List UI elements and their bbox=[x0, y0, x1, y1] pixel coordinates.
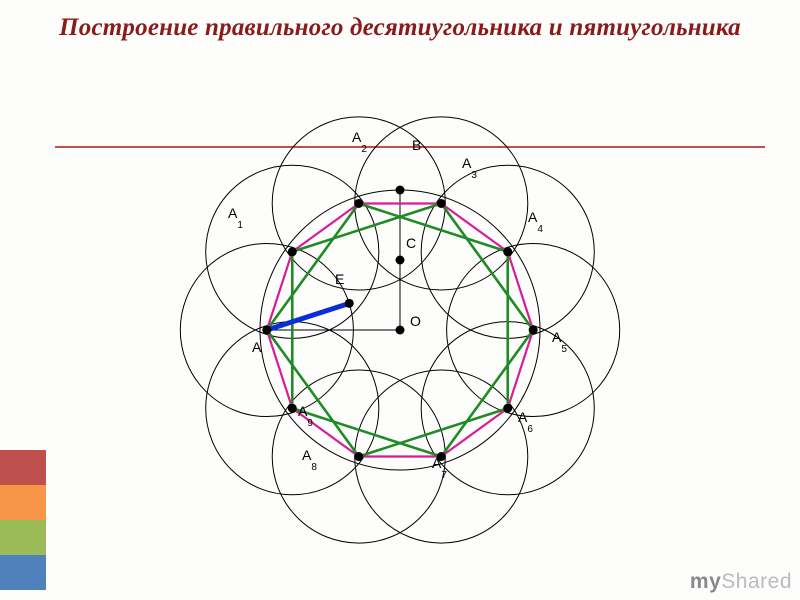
svg-text:A4: A4 bbox=[528, 209, 543, 235]
construction-diagram: OAA1A2BA3A4A5A6A7A8A9CE bbox=[0, 0, 800, 600]
svg-text:B: B bbox=[412, 137, 421, 153]
svg-text:A6: A6 bbox=[518, 409, 533, 435]
vertex-labels: OAA1A2BA3A4A5A6A7A8A9CE bbox=[228, 129, 567, 481]
watermark-my: my bbox=[690, 570, 721, 593]
svg-text:A9: A9 bbox=[298, 403, 313, 429]
svg-text:A5: A5 bbox=[552, 329, 567, 355]
svg-text:A1: A1 bbox=[228, 205, 243, 231]
svg-text:A: A bbox=[252, 339, 262, 355]
svg-text:A2: A2 bbox=[352, 129, 367, 155]
svg-text:C: C bbox=[406, 235, 416, 251]
svg-text:E: E bbox=[335, 271, 344, 287]
watermark: myShared bbox=[690, 570, 792, 594]
svg-text:A8: A8 bbox=[302, 447, 317, 473]
watermark-shared: Shared bbox=[721, 570, 792, 593]
svg-text:O: O bbox=[410, 313, 421, 329]
